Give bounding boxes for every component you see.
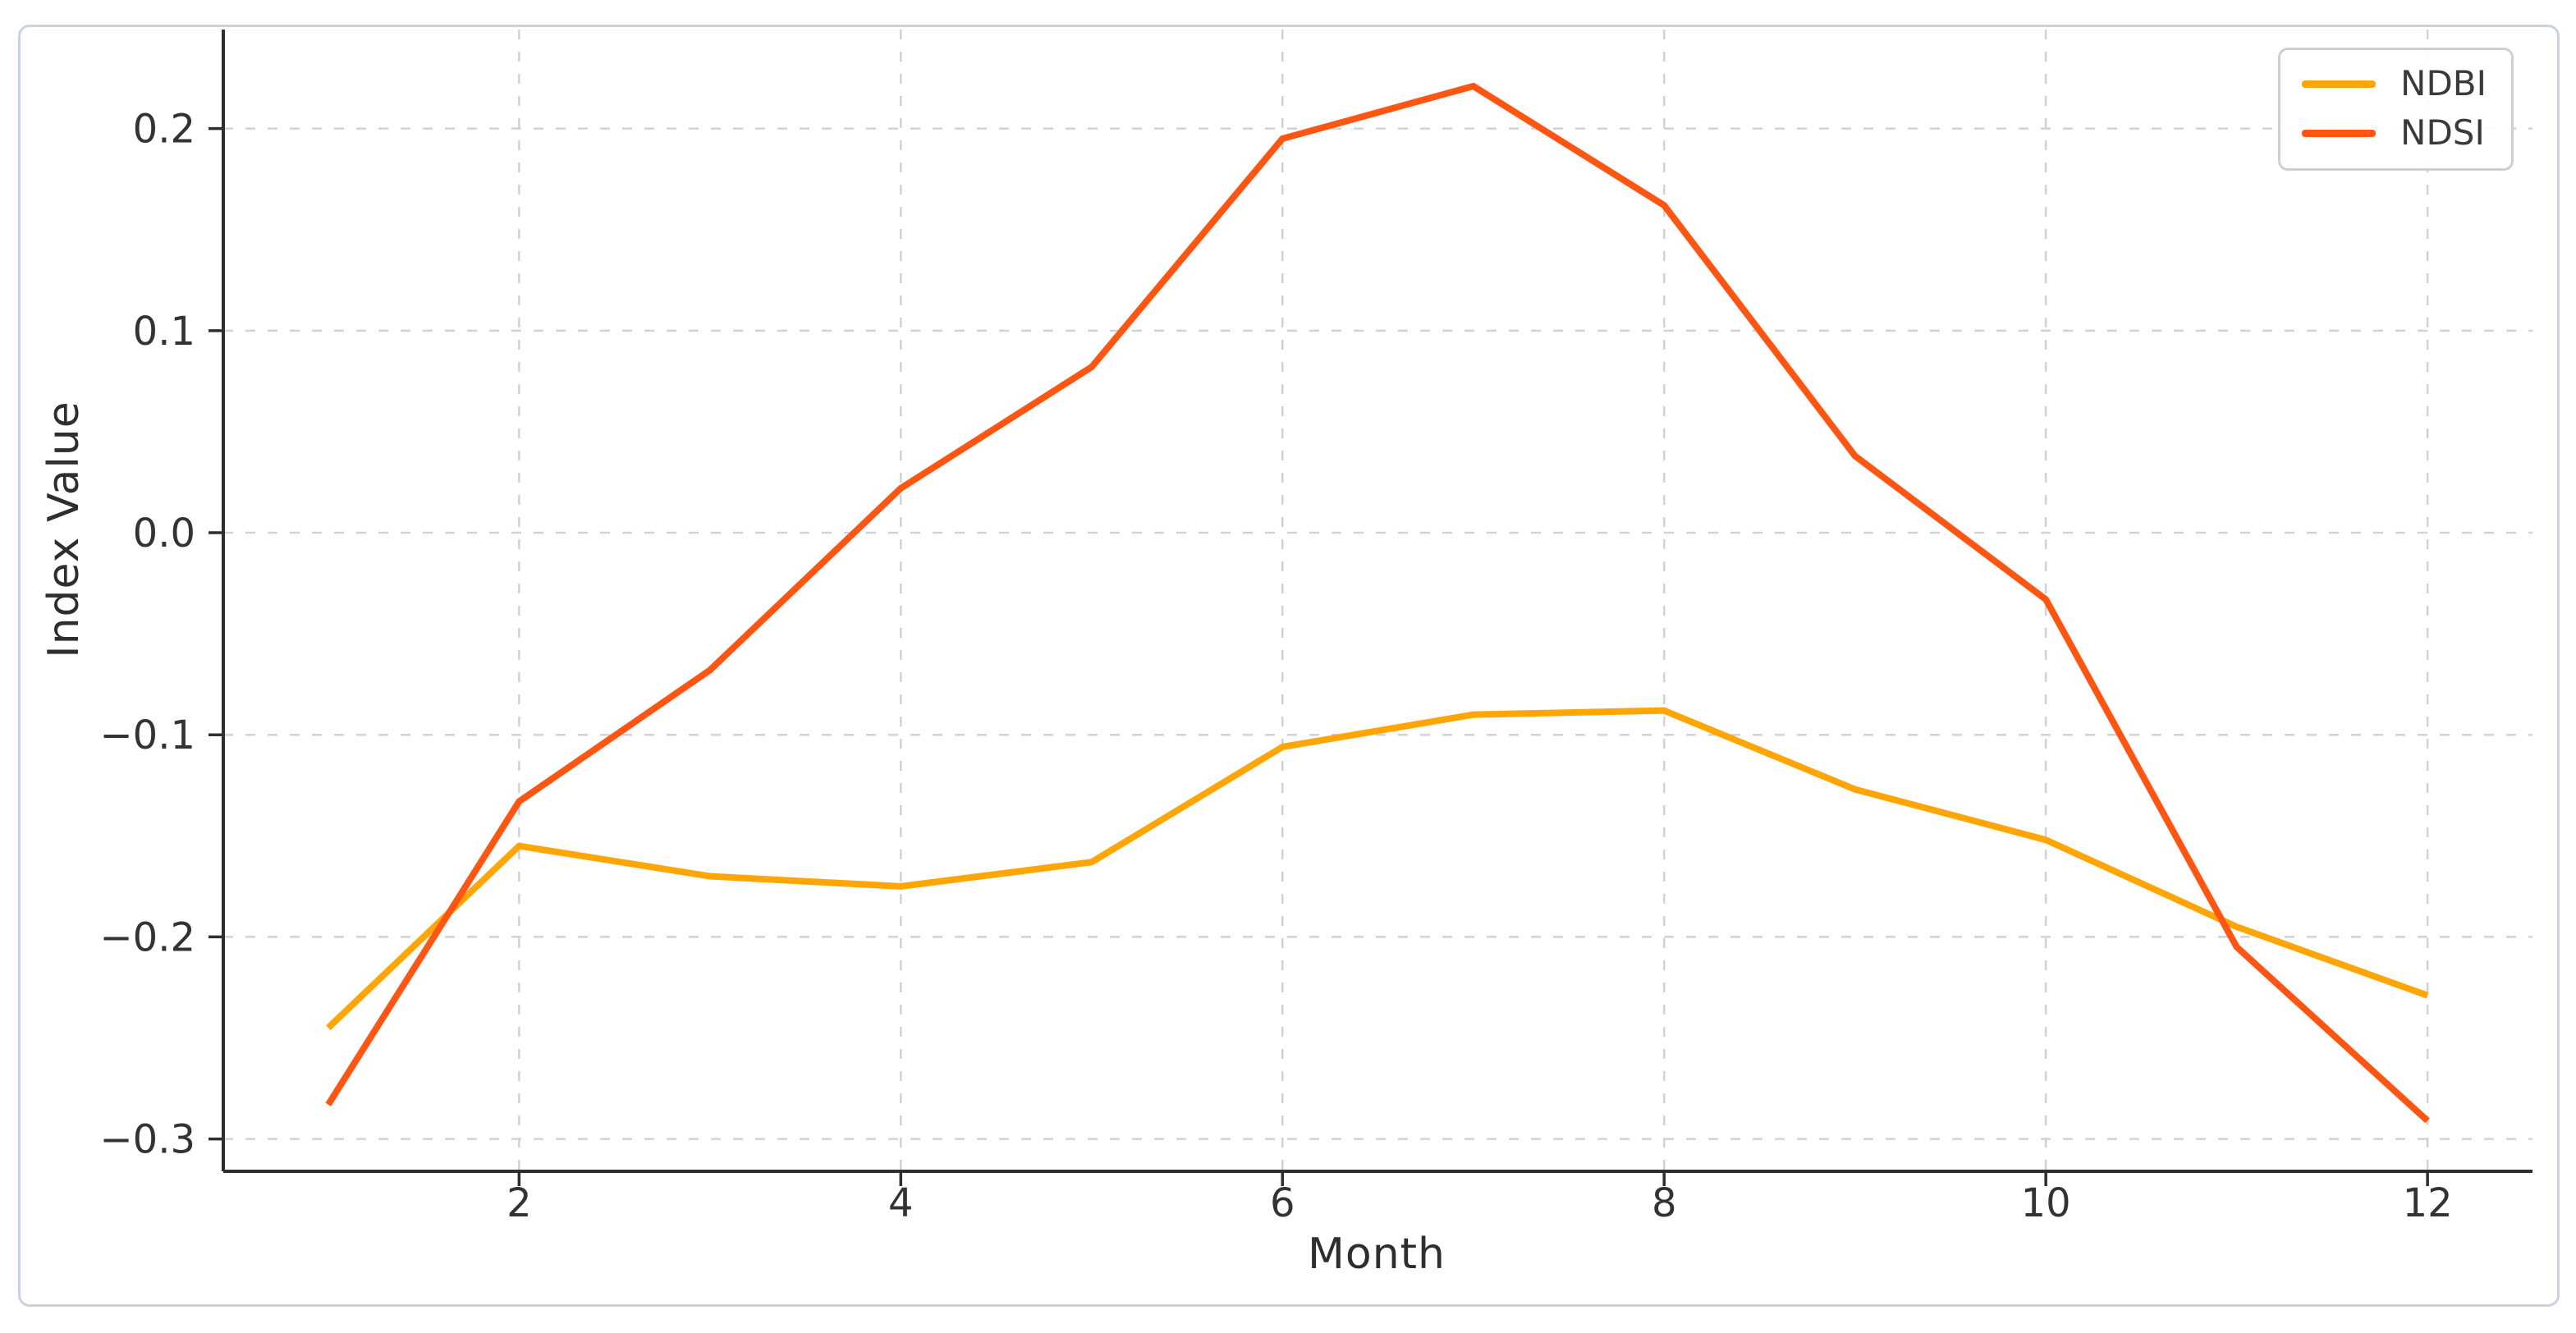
x-tick-label: 10 (2021, 1180, 2071, 1226)
y-tick-label: −0.2 (99, 914, 195, 960)
y-tick-label: 0.2 (133, 107, 195, 153)
x-tick-label: 6 (1270, 1180, 1295, 1226)
x-tick-label: 4 (888, 1180, 914, 1226)
series-line-ndsi (325, 82, 2430, 1124)
y-axis-label: Index Value (39, 401, 89, 658)
x-axis-label: Month (1308, 1230, 1446, 1279)
legend-label-ndbi: NDBI (2400, 63, 2487, 103)
x-tick-label: 12 (2403, 1180, 2453, 1226)
series-line-ndbi (326, 707, 2429, 1031)
legend-label-ndsi: NDSI (2400, 112, 2485, 153)
y-tick-label: 0.0 (133, 511, 195, 557)
x-tick-label: 8 (1652, 1180, 1677, 1226)
y-tick-label: −0.3 (99, 1117, 195, 1163)
x-tick-label: 2 (506, 1180, 532, 1226)
legend-item-ndbi: NDBI (2302, 66, 2487, 101)
legend-item-ndsi: NDSI (2302, 116, 2487, 150)
ndsi-line-swatch-icon (2302, 129, 2377, 137)
y-tick-label: 0.1 (133, 309, 195, 355)
legend: NDBI NDSI (2278, 48, 2514, 171)
ndbi-line-swatch-icon (2302, 80, 2377, 88)
y-tick-label: −0.1 (99, 712, 195, 758)
